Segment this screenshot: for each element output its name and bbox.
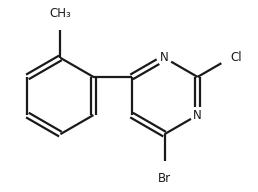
Text: Cl: Cl (231, 51, 242, 64)
Text: N: N (160, 51, 169, 64)
Text: CH₃: CH₃ (50, 7, 71, 20)
Text: Br: Br (158, 172, 171, 185)
Text: N: N (193, 108, 202, 122)
